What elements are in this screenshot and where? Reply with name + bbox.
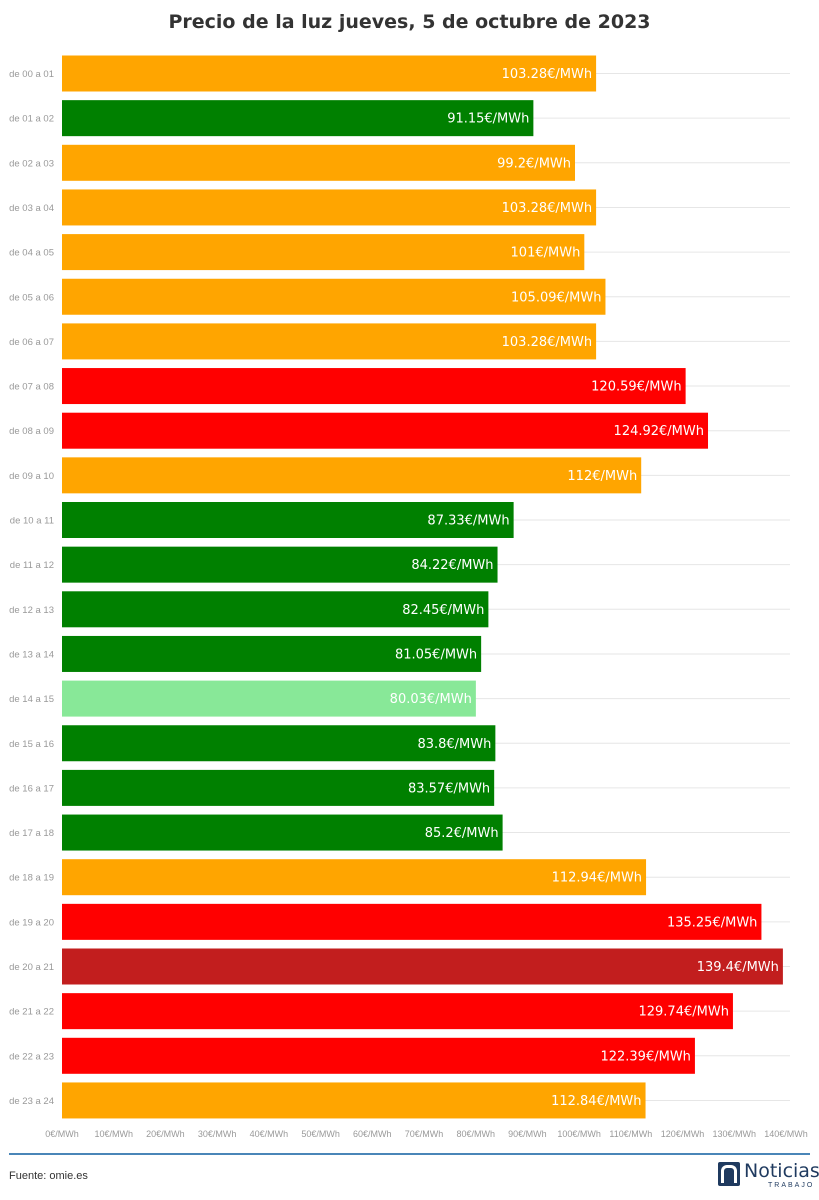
x-tick-label: 140€/MWh: [764, 1129, 808, 1139]
category-label: de 14 a 15: [9, 694, 54, 705]
x-tick-label: 0€/MWh: [45, 1129, 79, 1139]
category-label: de 22 a 23: [9, 1051, 54, 1062]
category-label: de 04 a 05: [9, 248, 54, 259]
category-label: de 02 a 03: [9, 158, 54, 169]
bar: [62, 144, 576, 181]
category-label: de 15 a 16: [9, 739, 54, 750]
source-note: Fuente: omie.es: [9, 1170, 88, 1182]
value-label: 82.45€/MWh: [402, 603, 484, 618]
category-label: de 12 a 13: [9, 605, 54, 616]
logo-name: Noticias: [744, 1160, 819, 1182]
category-label: de 05 a 06: [9, 292, 54, 303]
footer-divider: [9, 1153, 810, 1155]
value-label: 101€/MWh: [511, 246, 581, 261]
value-label: 105.09€/MWh: [511, 290, 601, 305]
logo-subtitle: TRABAJO: [768, 1182, 815, 1189]
category-label: de 16 a 17: [9, 783, 54, 794]
x-tick-label: 30€/MWh: [198, 1129, 237, 1139]
value-label: 124.92€/MWh: [614, 424, 704, 439]
brand-logo: Noticias TRABAJO: [718, 1160, 819, 1190]
bar: [62, 1037, 695, 1074]
bar: [62, 725, 496, 762]
bar: [62, 1082, 646, 1119]
bar: [62, 814, 503, 851]
chart-title: Precio de la luz jueves, 5 de octubre de…: [168, 11, 651, 33]
value-label: 85.2€/MWh: [425, 826, 499, 841]
category-label: de 11 a 12: [10, 560, 54, 571]
x-tick-label: 120€/MWh: [661, 1129, 705, 1139]
bar: [62, 234, 585, 271]
value-label: 81.05€/MWh: [395, 647, 477, 662]
category-label: de 21 a 22: [9, 1007, 54, 1018]
category-label: de 00 a 01: [9, 69, 54, 80]
bar: [62, 546, 498, 583]
value-label: 91.15€/MWh: [447, 112, 529, 127]
bar: [62, 591, 489, 628]
bar: [62, 189, 597, 226]
value-label: 122.39€/MWh: [600, 1049, 690, 1064]
value-label: 103.28€/MWh: [502, 201, 592, 216]
x-tick-label: 20€/MWh: [146, 1129, 185, 1139]
x-tick-label: 130€/MWh: [713, 1129, 757, 1139]
category-label: de 06 a 07: [9, 337, 54, 348]
category-label: de 23 a 24: [9, 1096, 54, 1107]
category-label: de 08 a 09: [9, 426, 54, 437]
bar: [62, 323, 597, 360]
bar-chart: de 00 a 01 de 01 a 02 de 02 a 03 de 03 a 04…: [9, 55, 808, 1139]
value-label: 129.74€/MWh: [638, 1005, 728, 1020]
category-label: de 18 a 19: [9, 873, 54, 884]
value-label: 135.25€/MWh: [667, 915, 757, 930]
logo-mark-icon: [718, 1162, 740, 1186]
bar: [62, 502, 514, 538]
category-label: de 19 a 20: [9, 917, 54, 928]
category-label: de 03 a 04: [9, 203, 54, 214]
x-tick-label: 60€/MWh: [353, 1129, 392, 1139]
value-label: 103.28€/MWh: [502, 67, 592, 82]
value-label: 80.03€/MWh: [390, 692, 472, 707]
category-label: de 01 a 02: [9, 114, 54, 125]
bar: [62, 948, 783, 985]
category-label: de 10 a 11: [10, 516, 54, 527]
bar: [62, 769, 495, 806]
value-label: 112.84€/MWh: [551, 1094, 641, 1109]
x-tick-label: 10€/MWh: [94, 1129, 133, 1139]
category-label: de 09 a 10: [9, 471, 54, 482]
bar: [62, 55, 597, 92]
bar: [62, 368, 686, 405]
bar: [62, 680, 476, 717]
x-tick-label: 80€/MWh: [456, 1129, 495, 1139]
x-tick-label: 70€/MWh: [405, 1129, 444, 1139]
bar: [62, 100, 534, 137]
bar: [62, 412, 709, 449]
value-label: 84.22€/MWh: [411, 558, 493, 573]
x-tick-label: 110€/MWh: [609, 1129, 652, 1139]
value-label: 139.4€/MWh: [697, 960, 779, 975]
category-label: de 13 a 14: [9, 649, 54, 660]
bar: [62, 903, 762, 940]
bar: [62, 993, 733, 1030]
bar: [62, 457, 642, 494]
value-label: 87.33€/MWh: [427, 514, 509, 529]
bar: [62, 278, 606, 315]
bar: [62, 859, 647, 896]
category-label: de 07 a 08: [9, 382, 54, 393]
category-label: de 20 a 21: [9, 962, 54, 973]
value-label: 99.2€/MWh: [497, 156, 571, 171]
value-label: 112.94€/MWh: [552, 871, 642, 886]
bar: [62, 635, 482, 672]
value-label: 103.28€/MWh: [502, 335, 592, 350]
x-tick-label: 50€/MWh: [301, 1129, 340, 1139]
x-tick-label: 90€/MWh: [508, 1129, 547, 1139]
value-label: 83.8€/MWh: [417, 737, 491, 752]
value-label: 83.57€/MWh: [408, 781, 490, 796]
category-label: de 17 a 18: [9, 828, 54, 839]
x-tick-label: 100€/MWh: [557, 1129, 601, 1139]
value-label: 112€/MWh: [567, 469, 637, 484]
x-tick-label: 40€/MWh: [250, 1129, 289, 1139]
value-label: 120.59€/MWh: [591, 380, 681, 395]
